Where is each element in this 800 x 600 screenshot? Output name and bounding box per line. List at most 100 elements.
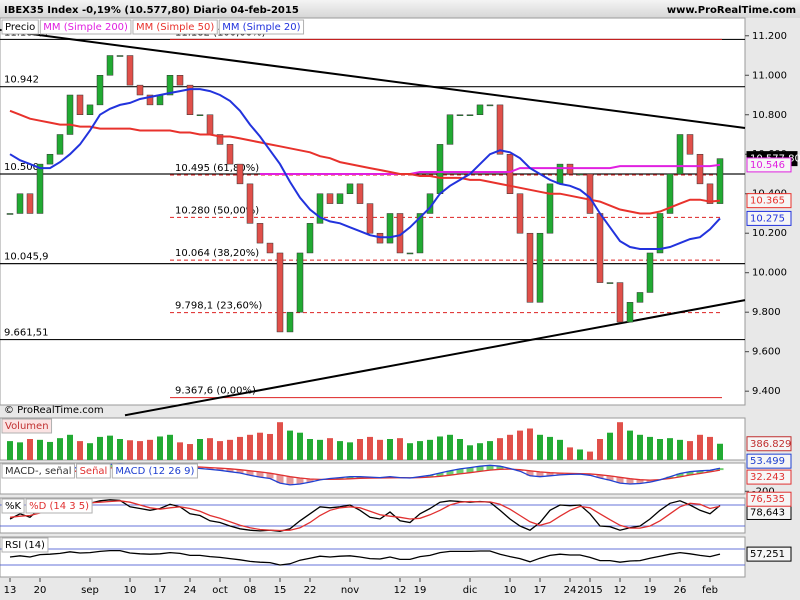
x-tick-label: 19 bbox=[414, 585, 427, 596]
legend-box bbox=[1, 537, 49, 553]
volume-bar bbox=[287, 430, 293, 460]
last-value-label: 57,251 bbox=[750, 549, 785, 560]
volume-bar bbox=[57, 438, 63, 460]
volume-bar bbox=[217, 441, 223, 460]
legend-label: %D (14 3 5) bbox=[29, 501, 89, 512]
volume-bar bbox=[527, 428, 533, 460]
candle bbox=[716, 158, 724, 204]
volume-bar bbox=[377, 439, 383, 460]
volume-bar bbox=[197, 439, 203, 460]
volume-bar bbox=[607, 432, 613, 460]
volume-bar bbox=[187, 444, 193, 460]
volume-bar bbox=[67, 434, 73, 460]
candle bbox=[336, 193, 344, 204]
volume-bar bbox=[257, 432, 263, 460]
candle bbox=[146, 94, 154, 106]
candle bbox=[586, 173, 594, 214]
level-label: 10.045,9 bbox=[4, 252, 49, 263]
candle bbox=[626, 302, 634, 323]
x-tick-label: feb bbox=[702, 585, 718, 596]
x-tick-label: 12 bbox=[394, 585, 407, 596]
candle bbox=[446, 114, 454, 145]
volume-bar bbox=[547, 436, 553, 460]
candle bbox=[636, 292, 644, 303]
header-title: IBEX35 Index -0,19% (10.577,80) Diario 0… bbox=[4, 5, 299, 16]
candle bbox=[66, 94, 74, 135]
last-value-label: 10.365 bbox=[750, 196, 785, 207]
volume-bar bbox=[697, 434, 703, 460]
volume-bar bbox=[177, 442, 183, 460]
candle bbox=[506, 153, 514, 194]
volume-bar bbox=[577, 449, 583, 460]
fibonacci-label: 10.064 (38,20%) bbox=[175, 248, 259, 259]
legend-label: MM (Simple 50) bbox=[136, 22, 214, 33]
indicator-line bbox=[9, 500, 721, 532]
candle bbox=[346, 183, 354, 194]
volume-bar bbox=[497, 438, 503, 460]
volume-bar bbox=[357, 439, 363, 460]
candle bbox=[136, 84, 144, 96]
x-tick-label: dic bbox=[463, 585, 478, 596]
volume-bar bbox=[167, 434, 173, 460]
volume-bar bbox=[227, 439, 233, 460]
panel-background bbox=[0, 536, 746, 578]
volume-bar bbox=[657, 439, 663, 460]
candle bbox=[696, 153, 704, 185]
candle bbox=[686, 134, 694, 155]
x-tick-label: 08 bbox=[244, 585, 257, 596]
volume-bar bbox=[317, 439, 323, 460]
volume-bar bbox=[637, 434, 643, 460]
legend-box bbox=[218, 19, 305, 35]
last-value-box bbox=[746, 436, 792, 452]
last-value-label: 32.243 bbox=[750, 472, 785, 483]
volume-bar bbox=[147, 439, 153, 460]
volume-bar bbox=[97, 436, 103, 460]
candle bbox=[316, 193, 324, 224]
candle bbox=[6, 213, 14, 215]
volume-bar bbox=[107, 435, 113, 460]
candle bbox=[406, 252, 414, 255]
volume-bar bbox=[127, 440, 133, 460]
fibonacci-label: 10.495 (61,80%) bbox=[175, 163, 259, 174]
volume-bar bbox=[617, 422, 623, 460]
candle bbox=[356, 183, 364, 204]
x-tick-label: 13 bbox=[4, 585, 17, 596]
candle bbox=[236, 163, 244, 185]
candle bbox=[456, 114, 464, 116]
y-tick-label: 10.800 bbox=[752, 110, 787, 121]
last-value-box bbox=[746, 193, 792, 209]
candle bbox=[266, 242, 274, 254]
candle bbox=[496, 104, 504, 155]
legend-box bbox=[1, 463, 76, 479]
moving-average bbox=[260, 163, 721, 175]
level-label: 10.942 bbox=[4, 75, 39, 86]
level-label: 10.500 bbox=[4, 162, 39, 173]
last-value-label: 10.546 bbox=[750, 160, 785, 171]
legend-label: MM (Simple 20) bbox=[222, 22, 300, 33]
volume-bar bbox=[87, 443, 93, 460]
candle bbox=[276, 252, 284, 333]
volume-bar bbox=[137, 441, 143, 460]
legend-box bbox=[1, 418, 53, 434]
volume-bar bbox=[487, 441, 493, 460]
candle bbox=[296, 252, 304, 313]
candle bbox=[26, 193, 34, 214]
x-tick-label: 19 bbox=[644, 585, 657, 596]
volume-bar bbox=[477, 443, 483, 460]
candle bbox=[526, 232, 534, 303]
legend-label: Señal bbox=[80, 466, 108, 477]
volume-bar bbox=[677, 439, 683, 460]
fibonacci-label: 10.280 (50,00%) bbox=[175, 205, 259, 216]
last-value-label: 53.499 bbox=[750, 456, 785, 467]
candle bbox=[546, 183, 554, 234]
last-value-box bbox=[746, 546, 792, 562]
x-tick-label: 10 bbox=[504, 585, 517, 596]
volume-bar bbox=[27, 439, 33, 460]
volume-bar bbox=[117, 439, 123, 460]
candle bbox=[16, 193, 24, 214]
legend-box bbox=[39, 19, 132, 35]
legend-box bbox=[25, 498, 93, 514]
y-tick-label: 11.200 bbox=[752, 31, 787, 42]
volume-bar bbox=[597, 439, 603, 460]
